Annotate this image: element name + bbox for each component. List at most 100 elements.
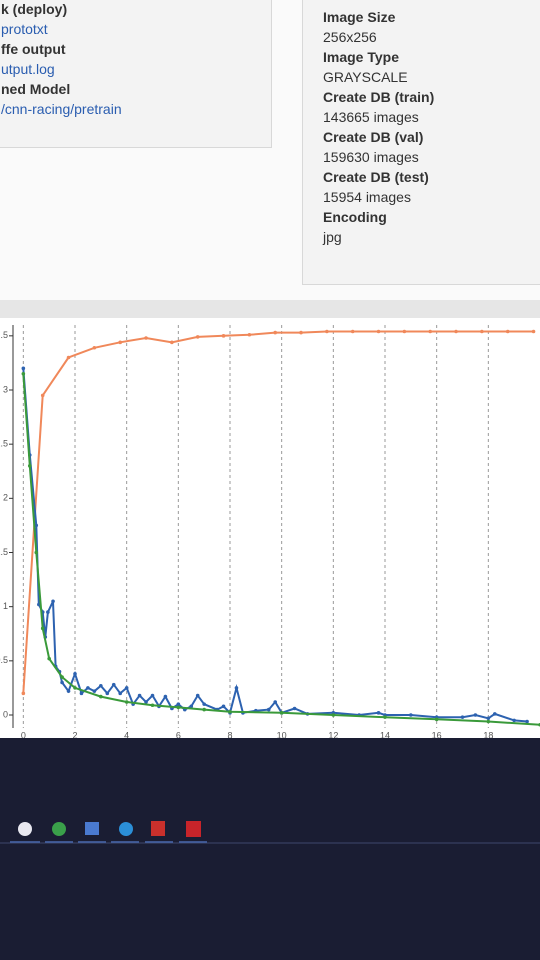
chart-strip (0, 300, 540, 320)
y-tick-label: .5 (0, 330, 8, 340)
icon[interactable] (18, 822, 32, 836)
point (60, 680, 64, 685)
point (150, 703, 155, 708)
point (460, 715, 465, 719)
field-value: 143665 images (323, 109, 419, 125)
x-tick-label: 16 (432, 730, 442, 738)
point (505, 329, 510, 334)
field-value: GRAYSCALE (323, 69, 408, 85)
field-value: 15954 images (323, 189, 411, 205)
x-tick-label: 6 (176, 730, 181, 738)
point (40, 393, 45, 398)
point (21, 371, 26, 376)
point (454, 329, 458, 334)
point (176, 705, 181, 710)
icon[interactable] (119, 822, 133, 836)
point (111, 682, 116, 687)
y-tick-label: 2.5 (0, 439, 8, 449)
series-line (22, 368, 528, 723)
icon[interactable] (52, 822, 66, 836)
file-row: k (deploy) (1, 1, 68, 17)
chart: 0 0.5 1 1.5 2 2.5 3 .5 0 2 4 6 8 10 12 14 16 18 (0, 318, 540, 738)
icon[interactable] (186, 821, 201, 837)
point (176, 702, 181, 706)
point (376, 329, 381, 334)
point (60, 675, 64, 679)
point (66, 355, 71, 360)
point (531, 329, 536, 334)
taskbar-icons (10, 821, 207, 843)
point (202, 707, 206, 712)
series-line (22, 330, 534, 694)
point (92, 345, 97, 350)
point (480, 329, 484, 334)
dataset-panel: Image Size 256x256 Image Type GRAYSCALE Crea… (302, 0, 540, 285)
point (492, 712, 497, 716)
point (79, 691, 84, 696)
x-tick-label: 2 (72, 730, 77, 738)
point (27, 464, 32, 468)
point (434, 717, 439, 722)
field-value: 159630 images (323, 149, 419, 165)
taskbar-line (0, 842, 540, 844)
icon[interactable] (151, 821, 165, 836)
point (144, 700, 148, 704)
point (99, 694, 103, 699)
point (34, 523, 39, 528)
file-row: utput.log (1, 61, 55, 77)
files-panel: k (deploy) prototxt ffe output utput.log ned… (0, 0, 272, 148)
point (266, 707, 271, 712)
x-tick-label: 8 (227, 730, 232, 738)
y-tick-label: 0 (3, 709, 8, 719)
point (350, 329, 355, 334)
point (46, 610, 50, 614)
point (202, 702, 206, 706)
point (118, 691, 123, 696)
point (34, 550, 39, 555)
y-tick-label: 2 (3, 493, 8, 503)
point (525, 719, 529, 724)
point (144, 336, 148, 340)
x-tick-label: 10 (277, 730, 287, 738)
point (195, 693, 200, 698)
point (279, 711, 284, 715)
point (21, 366, 26, 371)
field-label: Image Type (323, 49, 399, 65)
point (299, 330, 303, 335)
icon[interactable] (85, 822, 99, 835)
x-tick-label: 18 (483, 730, 493, 738)
point (124, 686, 129, 690)
point (292, 706, 297, 711)
file-row: /cnn-racing/pretrain (1, 101, 122, 117)
point (21, 691, 26, 696)
file-row: ned Model (1, 81, 71, 97)
y-tick-label: 0.5 (0, 655, 8, 665)
point (402, 329, 407, 334)
point (473, 713, 478, 717)
point (376, 711, 381, 715)
field-label: Create DB (test) (323, 169, 429, 185)
point (118, 340, 123, 345)
point (66, 689, 71, 693)
point (51, 599, 55, 604)
point (47, 656, 51, 661)
point (221, 704, 226, 709)
point (99, 683, 103, 688)
point (40, 626, 45, 631)
point (486, 716, 491, 721)
file-row: prototxt (1, 21, 48, 37)
point (170, 340, 174, 345)
point (124, 700, 129, 704)
x-tick-label: 14 (380, 730, 390, 738)
field-label: Create DB (val) (323, 129, 424, 145)
field-label: Encoding (323, 209, 387, 225)
point (512, 718, 516, 723)
point (273, 700, 278, 704)
y-tick-label: 1.5 (0, 547, 8, 557)
x-tick-label: 12 (328, 730, 338, 738)
point (273, 330, 278, 335)
point (137, 693, 142, 698)
point (189, 704, 194, 709)
point (383, 715, 387, 719)
y-tick-label: 1 (3, 601, 8, 611)
